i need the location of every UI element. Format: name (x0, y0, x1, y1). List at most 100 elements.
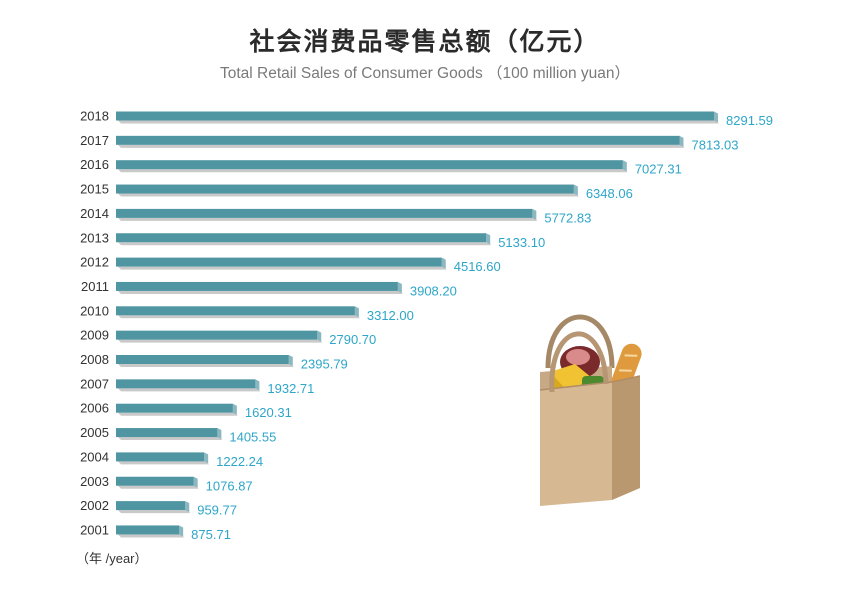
year-tick-label: 2018 (80, 109, 109, 124)
bar (116, 476, 194, 486)
bar-side (288, 355, 293, 366)
bar-shadow (118, 217, 538, 221)
year-tick-label: 2014 (80, 206, 109, 221)
bar (116, 257, 442, 267)
bar-shadow (118, 315, 360, 319)
bar-row: 2009 2790.70 (80, 328, 376, 348)
bar-shadow (118, 339, 323, 343)
bar-row: 2008 2395.79 (80, 352, 348, 372)
year-tick-label: 2001 (80, 522, 109, 537)
bar-row: 2013 5133.10 (80, 230, 545, 250)
bar-shadow (118, 388, 261, 392)
bar-value-label: 3312.00 (367, 308, 414, 323)
bar-side (573, 184, 578, 196)
bar (116, 281, 398, 291)
bar (116, 330, 318, 340)
bar-value-label: 959.77 (197, 503, 237, 518)
year-tick-label: 2015 (80, 182, 109, 197)
bar-side (354, 306, 359, 318)
bar (116, 403, 233, 413)
bar-value-label: 7813.03 (691, 137, 738, 152)
bar-value-label: 1076.87 (206, 478, 253, 493)
bar (116, 135, 680, 145)
bar-value-label: 4516.60 (454, 259, 501, 274)
bar-value-label: 5772.83 (544, 210, 591, 225)
bar-value-label: 1222.24 (216, 454, 263, 469)
chart-subtitle: Total Retail Sales of Consumer Goods （10… (219, 65, 631, 82)
bar-shadow (118, 437, 223, 441)
bar-shadow (118, 364, 294, 367)
bar-side (714, 111, 718, 123)
bar-value-label: 2790.70 (329, 332, 376, 347)
bar-row: 2007 1932.71 (80, 376, 314, 396)
bar-side (441, 257, 446, 269)
bar-value-label: 2395.79 (301, 357, 348, 372)
bar-shadow (118, 120, 719, 124)
bar (116, 379, 256, 389)
bar-row: 2011 3908.20 (81, 279, 457, 299)
shopping-bag-with-groceries-icon (539, 314, 642, 506)
bar-shadow (118, 144, 685, 148)
year-tick-label: 2012 (80, 255, 109, 270)
year-tick-label: 2005 (80, 425, 109, 440)
bar-side (179, 525, 184, 537)
bar-side (397, 281, 402, 293)
bar-value-label: 1405.55 (229, 430, 276, 445)
bar-value-label: 6348.06 (586, 186, 633, 201)
bar-row: 2018 8291.59 (80, 109, 773, 129)
bar-side (255, 379, 260, 391)
bar-shadow (118, 266, 447, 270)
year-tick-label: 2011 (81, 279, 109, 294)
bar-row: 2010 3312.00 (80, 303, 414, 323)
year-tick-label: 2004 (80, 449, 109, 464)
bar (116, 306, 355, 316)
year-tick-label: 2006 (80, 401, 109, 416)
bar-side (185, 501, 190, 513)
bar (116, 428, 218, 438)
year-tick-label: 2017 (80, 133, 109, 148)
bar (116, 501, 186, 511)
bar-shadow (118, 461, 210, 465)
year-tick-label: 2007 (80, 376, 109, 391)
bar (116, 160, 623, 170)
year-tick-label: 2008 (80, 352, 109, 367)
bar-row: 2006 1620.31 (80, 401, 292, 421)
bar-value-label: 3908.20 (410, 283, 457, 298)
bar-value-label: 7027.31 (635, 162, 682, 177)
bar-shadow (118, 510, 191, 514)
bar (116, 233, 487, 243)
bar-side (532, 208, 537, 220)
chart-title: 社会消费品零售总额（亿元） (249, 27, 601, 56)
year-tick-label: 2009 (80, 328, 109, 343)
bar (116, 525, 180, 535)
bar-shadow (118, 290, 403, 294)
bar-side (317, 330, 322, 342)
bar-value-label: 5133.10 (498, 235, 545, 250)
bar-side (204, 452, 209, 464)
bar (116, 355, 289, 364)
bar-value-label: 875.71 (191, 527, 231, 542)
bar-shadow (118, 169, 628, 173)
bar-shadow (118, 193, 579, 197)
bar-shadow (118, 412, 238, 416)
bar-side (232, 403, 237, 415)
bar-value-label: 8291.59 (726, 113, 773, 128)
bar-shadow (118, 242, 492, 246)
bar-side (193, 476, 198, 488)
bar-side (622, 160, 627, 172)
bar-value-label: 1932.71 (267, 381, 314, 396)
year-tick-label: 2003 (80, 474, 109, 489)
bar-value-label: 1620.31 (245, 405, 292, 420)
bar-row: 2012 4516.60 (80, 255, 501, 275)
year-tick-label: 2002 (80, 498, 109, 513)
axis-unit-label: （年 /year） (76, 551, 148, 566)
bar-row: 2017 7813.03 (80, 133, 738, 153)
bar-side (486, 233, 491, 245)
bars-layer: 2018 8291.59 2017 7813.03 2016 7027.31 2015 634… (80, 109, 773, 542)
bar-side (679, 135, 684, 147)
year-tick-label: 2013 (80, 230, 109, 245)
year-tick-label: 2016 (80, 157, 109, 172)
bar-shadow (118, 485, 199, 489)
bar-row: 2003 1076.87 (80, 474, 253, 494)
